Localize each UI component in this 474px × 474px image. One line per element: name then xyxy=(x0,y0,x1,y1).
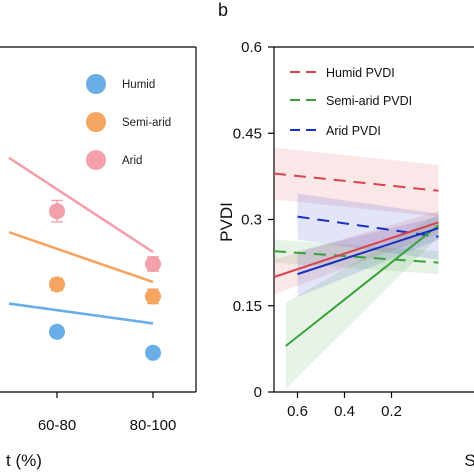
x-tick-label: 80-100 xyxy=(130,417,177,434)
data-point-semi-arid-60-80 xyxy=(49,276,65,293)
data-point-semi-arid-80-100 xyxy=(145,288,161,305)
panel-b-y-ticks: 0 0.15 0.3 0.45 0.6 xyxy=(233,39,274,401)
legend-marker-humid xyxy=(86,74,106,94)
data-point-humid-60-80 xyxy=(49,323,65,340)
legend-label-1: Semi-arid PVDI xyxy=(326,94,412,108)
panel-b-x-ticks: 0.6 0.4 0.2 xyxy=(287,392,402,420)
fit-line-humid xyxy=(8,302,154,325)
data-point-arid-80-100 xyxy=(145,256,161,272)
point-marker xyxy=(145,256,161,272)
legend-label-arid: Arid xyxy=(122,155,142,167)
legend-label-humid: Humid xyxy=(122,79,155,91)
solid-line-4 xyxy=(285,224,440,347)
point-marker xyxy=(49,276,65,293)
fit-line-semi-arid xyxy=(8,230,154,284)
panel-a-x-axis-title: t (%) xyxy=(6,451,42,470)
legend-marker-semi-arid xyxy=(86,112,106,132)
panel-b-x-axis-title: S xyxy=(464,451,474,470)
panel-b-lines xyxy=(273,172,440,347)
point-marker xyxy=(49,203,65,220)
y-tick-label: 0 xyxy=(254,384,262,401)
data-point-arid-60-80 xyxy=(49,199,65,223)
point-marker xyxy=(145,288,161,305)
panel-a-x-ticks: 60-80 80-100 xyxy=(38,392,177,434)
confidence-band-4 xyxy=(285,213,439,390)
confidence-band-5 xyxy=(297,216,439,298)
y-tick-label: 0.15 xyxy=(233,298,262,315)
panel-a: 60-80 80-100 t (%) Humid Semi-arid Arid xyxy=(0,46,197,470)
panel-b: b 0 0.15 0.3 0.45 0.6 0.6 0.4 0.2 PVDI S Humid… xyxy=(217,0,474,470)
legend-label-semi-arid: Semi-arid xyxy=(122,117,171,129)
dashed-line-1 xyxy=(273,250,439,264)
dashed-line-2 xyxy=(297,215,439,238)
dashed-line-0 xyxy=(273,172,439,192)
data-point-humid-80-100 xyxy=(145,344,161,361)
legend-label-0: Humid PVDI xyxy=(326,66,395,80)
x-tick-label: 0.4 xyxy=(334,403,355,420)
y-tick-label: 0.3 xyxy=(241,212,262,229)
x-tick-label: 0.2 xyxy=(381,403,402,420)
panel-b-y-axis-title: PVDI xyxy=(217,202,236,242)
legend-label-2: Arid PVDI xyxy=(326,124,381,138)
solid-line-3 xyxy=(273,221,439,278)
x-tick-label: 0.6 xyxy=(287,403,308,420)
legend-marker-arid xyxy=(86,150,106,170)
x-tick-label: 60-80 xyxy=(38,417,76,434)
point-marker xyxy=(145,344,161,361)
panel-b-letter: b xyxy=(218,0,228,20)
y-tick-label: 0.45 xyxy=(233,125,262,142)
panel-a-points xyxy=(49,199,161,361)
y-tick-label: 0.6 xyxy=(241,39,262,56)
panel-a-fit-lines xyxy=(8,156,154,325)
panel-a-legend: Humid Semi-arid Arid xyxy=(86,74,171,170)
fit-line-arid xyxy=(8,156,154,254)
panel-b-legend: Humid PVDI Semi-arid PVDI Arid PVDI xyxy=(290,66,412,138)
solid-line-5 xyxy=(297,227,439,276)
point-marker xyxy=(49,323,65,340)
